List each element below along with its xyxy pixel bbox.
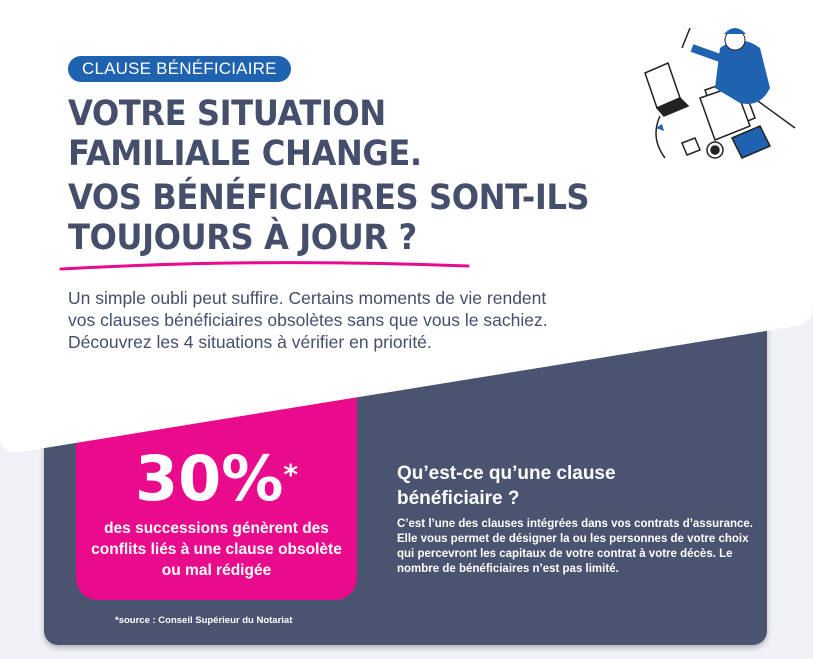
stat-source: *source : Conseil Supérieur du Notariat xyxy=(115,615,293,626)
page-title-line-4: TOUJOURS À JOUR ? xyxy=(68,218,417,258)
definition-title: Qu’est-ce qu’une clause bénéficiaire ? xyxy=(397,463,616,509)
person-working-illustration xyxy=(644,28,796,159)
title-underline xyxy=(59,261,470,271)
page-title-line-1: VOTRE SITUATION xyxy=(68,94,386,134)
category-badge: CLAUSE BÉNÉFICIAIRE xyxy=(68,56,291,82)
page-title-line-2: FAMILIALE CHANGE. xyxy=(68,134,422,174)
page-title-line-3: VOS BÉNÉFICIAIRES SONT-ILS xyxy=(68,178,590,218)
intro-text: Un simple oubli peut suffire. Certains m… xyxy=(68,287,668,353)
intro-line: Un simple oubli peut suffire. Certains m… xyxy=(68,288,547,308)
intro-line: Découvrez les 4 situations à vérifier en… xyxy=(68,332,432,352)
stat-number: 30% xyxy=(134,442,284,515)
stat-description: des successions génèrent des conflits li… xyxy=(91,520,342,579)
stat-asterisk: * xyxy=(283,458,299,491)
intro-line: vos clauses bénéficiaires obsolètes sans… xyxy=(68,310,548,330)
definition-text: C’est l’une des clauses intégrées dans v… xyxy=(397,518,754,575)
header-card-background xyxy=(0,0,813,453)
stat-value: 30%* xyxy=(76,447,357,511)
